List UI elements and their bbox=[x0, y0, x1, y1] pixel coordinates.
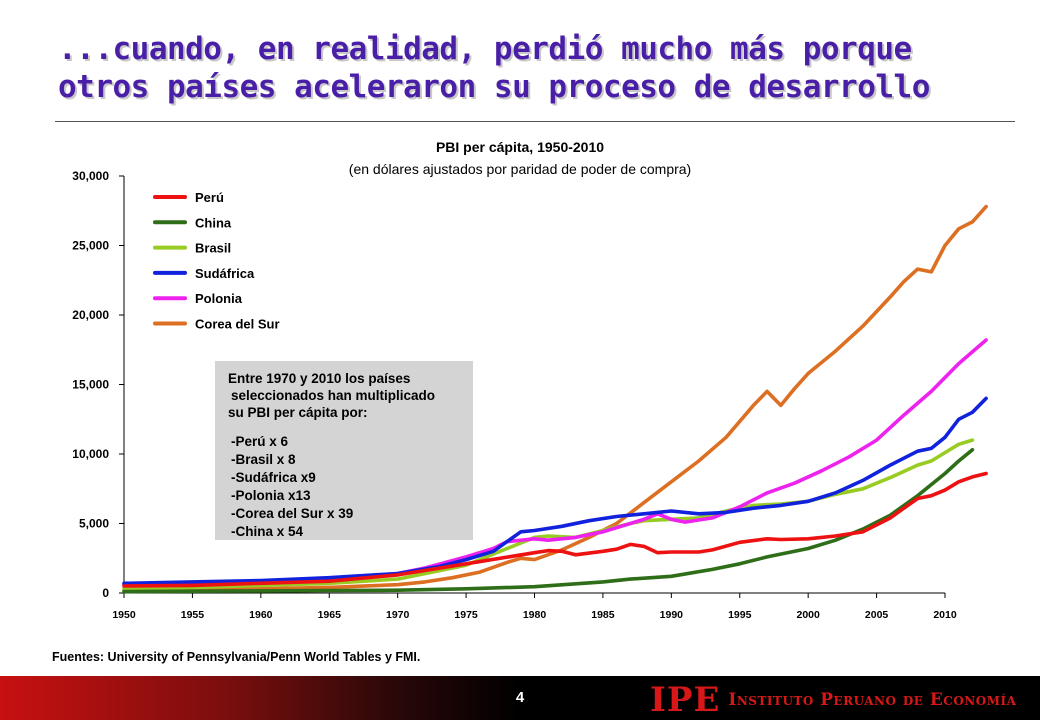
y-tick-label: 10,000 bbox=[72, 447, 109, 461]
multiplier-item: -Polonia x13 bbox=[231, 488, 311, 503]
ipe-logo: IPE Instituto Peruano de Economía bbox=[650, 680, 1016, 720]
y-tick-label: 15,000 bbox=[72, 378, 109, 392]
annotation-intro-line: seleccionados han multiplicado bbox=[231, 388, 436, 403]
logo-mark: IPE bbox=[650, 680, 721, 720]
slide-title-line-2: otros países aceleraron su proceso de de… bbox=[58, 69, 930, 105]
series-line-china bbox=[122, 448, 975, 594]
legend-label: Sudáfrica bbox=[195, 266, 255, 281]
legend-label: Brasil bbox=[195, 241, 231, 256]
annotation-intro-line: su PBI per cápita por: bbox=[228, 405, 368, 420]
y-tick-label: 5,000 bbox=[79, 517, 109, 531]
x-tick-label: 2005 bbox=[865, 609, 889, 621]
x-tick-label: 1975 bbox=[454, 609, 478, 621]
x-tick-label: 1955 bbox=[181, 609, 205, 621]
y-tick-label: 30,000 bbox=[72, 169, 109, 183]
logo-name: Instituto Peruano de Economía bbox=[728, 690, 1017, 710]
multiplier-item: -Perú x 6 bbox=[231, 434, 289, 449]
source-note: Fuentes: University of Pennsylvania/Penn… bbox=[52, 650, 421, 664]
x-tick-label: 1990 bbox=[660, 609, 684, 621]
x-tick-label: 1980 bbox=[523, 609, 547, 621]
multiplier-item: -Corea del Sur x 39 bbox=[231, 506, 354, 521]
x-tick-label: 1965 bbox=[318, 609, 342, 621]
annotation-intro-line: Entre 1970 y 2010 los países bbox=[228, 371, 411, 386]
y-tick-label: 20,000 bbox=[72, 308, 109, 322]
multiplier-item: -China x 54 bbox=[231, 524, 304, 539]
x-tick-label: 1995 bbox=[728, 609, 752, 621]
x-tick-label: 2010 bbox=[933, 609, 957, 621]
slide-title-line-1: ...cuando, en realidad, perdió mucho más… bbox=[58, 31, 912, 67]
title-divider bbox=[55, 121, 1015, 122]
legend-label: China bbox=[195, 215, 232, 230]
multiplier-item: -Sudáfrica x9 bbox=[231, 470, 316, 485]
y-tick-label: 25,000 bbox=[72, 239, 109, 253]
multiplier-list: -Perú x 6 -Brasil x 8 -Sudáfrica x9 -Pol… bbox=[231, 433, 353, 541]
chart-subtitle: (en dólares ajustados por paridad de pod… bbox=[348, 161, 692, 177]
legend-label: Perú bbox=[195, 190, 224, 205]
legend-label: Polonia bbox=[195, 291, 243, 306]
y-tick-label: 0 bbox=[102, 586, 109, 600]
series-line-corea-del-sur bbox=[122, 204, 988, 592]
footer-bar bbox=[0, 676, 1040, 720]
x-tick-label: 1985 bbox=[591, 609, 615, 621]
x-tick-label: 1950 bbox=[112, 609, 136, 621]
series-line-per- bbox=[122, 471, 988, 588]
multiplier-item: -Brasil x 8 bbox=[231, 452, 296, 467]
x-tick-label: 1960 bbox=[249, 609, 273, 621]
legend-label: Corea del Sur bbox=[195, 317, 280, 332]
x-tick-label: 2000 bbox=[796, 609, 820, 621]
page-number: 4 bbox=[515, 689, 525, 706]
slide-title: ...cuando, en realidad, perdió mucho más… bbox=[58, 30, 1018, 106]
annotation-box: Entre 1970 y 2010 los países seleccionad… bbox=[215, 361, 473, 540]
x-tick-label: 1970 bbox=[386, 609, 410, 621]
chart-title: PBI per cápita, 1950-2010 bbox=[435, 139, 605, 155]
annotation-intro: Entre 1970 y 2010 los países seleccionad… bbox=[228, 370, 473, 421]
